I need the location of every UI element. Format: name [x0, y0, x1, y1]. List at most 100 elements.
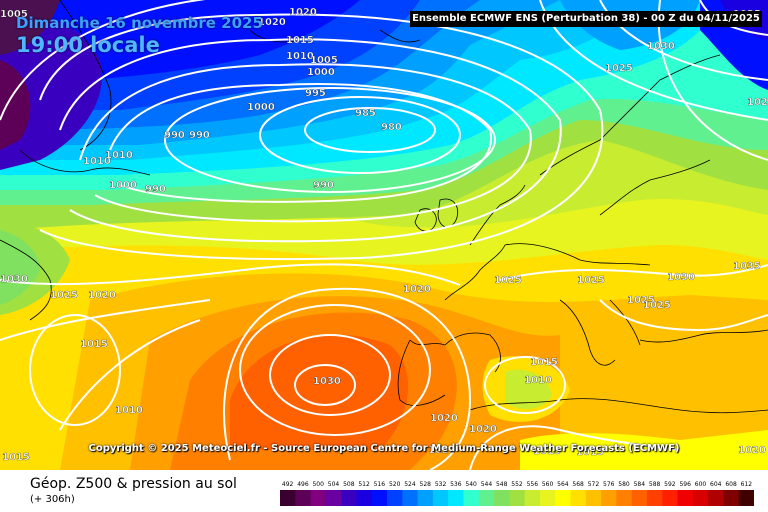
scale-swatch: [448, 490, 464, 506]
scale-swatch: [417, 490, 434, 506]
scale-swatch: [738, 490, 754, 506]
weather-map: 1020 1020 1015 1010 1005 1000 995 1000 985 980 990…: [0, 0, 768, 470]
pressure-label: 990: [164, 130, 185, 141]
scale-swatch: [646, 490, 663, 506]
scale-label: 540: [465, 481, 477, 488]
pressure-label: 1025: [627, 295, 655, 306]
scale-swatch: [662, 490, 679, 506]
map-canvas: 1020102010151010100510009951000985980990…: [0, 0, 768, 470]
scale-swatch: [509, 490, 526, 506]
pressure-label: 1020: [258, 17, 286, 28]
scale-swatch: [295, 490, 312, 506]
model-run-info: Ensemble ECMWF ENS (Perturbation 38) - 0…: [410, 11, 762, 27]
color-scale: 492 496 500 504 508 512 516 520 524 528 532 536 540 5…: [280, 481, 754, 506]
pressure-label: 1020: [289, 7, 317, 18]
pressure-label: 1015: [576, 447, 604, 458]
scale-label: 564: [557, 481, 569, 488]
scale-label: 556: [527, 481, 539, 488]
pressure-label: 1025: [50, 290, 78, 301]
isobars: [0, 0, 768, 470]
scale-label: 508: [343, 481, 355, 488]
pressure-label: 1025: [605, 63, 633, 74]
scale-swatch: [325, 490, 342, 506]
pressure-label: 1015: [530, 357, 558, 368]
scale-label: 532: [435, 481, 447, 488]
scale-swatch: [677, 490, 694, 506]
scale-label: 528: [420, 481, 432, 488]
scale-label: 524: [404, 481, 416, 488]
scale-label: 588: [649, 481, 661, 488]
pressure-label: 1010: [105, 150, 133, 161]
pressure-label: 1030: [667, 272, 695, 283]
forecast-date: Dimanche 16 novembre 2025: [16, 14, 263, 32]
pressure-label: 980: [381, 122, 402, 133]
scale-label: 520: [389, 481, 401, 488]
pressure-label: 1005: [0, 9, 28, 20]
pressure-label: 1015: [80, 339, 108, 350]
scale-swatch: [371, 490, 388, 506]
scale-label: 612: [741, 481, 753, 488]
scale-swatch: [463, 490, 480, 506]
scale-label: 552: [511, 481, 523, 488]
scale-swatch: [310, 490, 327, 506]
scale-label: 536: [450, 481, 462, 488]
pressure-label: 985: [355, 108, 376, 119]
pressure-label: 1000: [307, 67, 335, 78]
scale-label: 600: [695, 481, 707, 488]
scale-swatch: [631, 490, 648, 506]
pressure-label: 1025: [643, 300, 671, 311]
pressure-label: 990: [313, 180, 334, 191]
pressure-label: 1025: [494, 275, 522, 286]
copyright-notice: Copyright © 2025 Meteociel.fr - Source E…: [88, 443, 680, 454]
scale-swatch: [280, 490, 296, 506]
pressure-label: 1020: [88, 290, 116, 301]
scale-swatch: [692, 490, 709, 506]
scale-swatch: [539, 490, 556, 506]
pressure-label: 1010: [115, 405, 143, 416]
pressure-label: 1015: [533, 446, 561, 457]
scale-label: 584: [634, 481, 646, 488]
pressure-label: 1000: [109, 180, 137, 191]
legend-title: Géop. Z500 & pression au sol: [30, 476, 237, 492]
pressure-label: 1010: [524, 375, 552, 386]
pressure-label: 1020: [738, 445, 766, 456]
scale-label: 512: [358, 481, 370, 488]
scale-swatch: [524, 490, 541, 506]
scale-label: 548: [496, 481, 508, 488]
scale-swatch: [356, 490, 373, 506]
scale-swatch: [432, 490, 449, 506]
scale-label: 592: [664, 481, 676, 488]
forecast-time: 19:00 locale: [16, 33, 160, 57]
scale-swatch: [494, 490, 510, 506]
pressure-label: 1020: [747, 97, 768, 108]
scale-label: 492: [282, 481, 294, 488]
scale-swatch: [402, 490, 419, 506]
scale-swatch: [708, 490, 724, 506]
scale-label: 596: [679, 481, 691, 488]
scale-label: 500: [312, 481, 324, 488]
scale-label: 572: [588, 481, 600, 488]
scale-label: 580: [618, 481, 630, 488]
scale-label: 568: [572, 481, 584, 488]
scale-swatch: [585, 490, 602, 506]
pressure-label: 1025: [577, 275, 605, 286]
scale-swatch: [723, 490, 740, 506]
pressure-label: 1030: [647, 41, 675, 52]
scale-label: 608: [725, 481, 737, 488]
scale-label: 516: [374, 481, 386, 488]
scale-label: 504: [328, 481, 340, 488]
coastlines: [0, 0, 768, 414]
pressure-label: 1015: [2, 452, 30, 463]
pressure-label: 1015: [286, 35, 314, 46]
pressure-label: 1030: [313, 376, 341, 387]
pressure-label: 1000: [247, 102, 275, 113]
scale-swatch: [387, 490, 403, 506]
scale-label: 576: [603, 481, 615, 488]
pressure-label: 1010: [83, 156, 111, 167]
legend: Géop. Z500 & pression au sol (+ 306h) 49…: [0, 470, 768, 512]
scale-label: 560: [542, 481, 554, 488]
pressure-label: 1020: [469, 424, 497, 435]
scale-swatch: [570, 490, 587, 506]
scale-label: 544: [481, 481, 493, 488]
pressure-label: 1020: [403, 284, 431, 295]
